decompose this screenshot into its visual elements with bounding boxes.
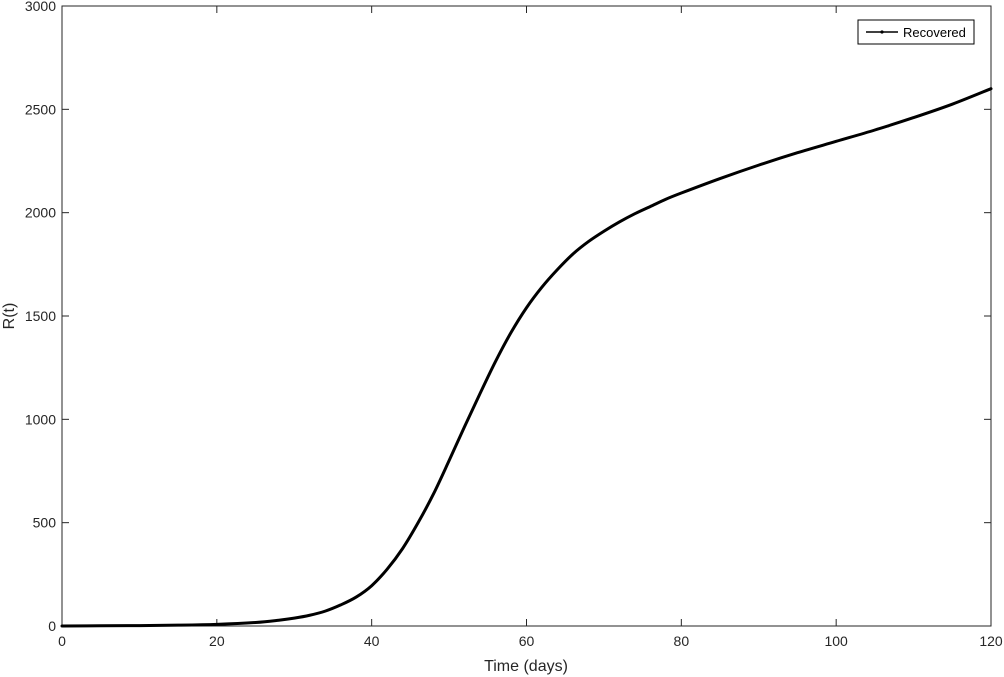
x-tick-label: 20 <box>209 633 225 649</box>
x-tick-label: 40 <box>364 633 380 649</box>
y-tick-label: 1000 <box>25 411 56 427</box>
legend-marker-recovered <box>880 30 884 34</box>
y-tick-label: 500 <box>33 515 57 531</box>
y-tick-label: 0 <box>48 618 56 634</box>
y-tick-label: 1500 <box>25 308 56 324</box>
axis-ticks: 0 20 40 60 80 100 120 0 500 1000 1500 2000 2500 3000 <box>25 0 1003 649</box>
y-tick-label: 2000 <box>25 205 56 221</box>
x-tick-label: 80 <box>674 633 690 649</box>
plot-box <box>61 5 992 627</box>
x-tick-label: 120 <box>979 633 1003 649</box>
y-tick-label: 2500 <box>25 101 56 117</box>
plot-area <box>61 5 992 627</box>
legend-box <box>857 19 975 45</box>
y-tick-label: 3000 <box>25 0 56 14</box>
series-lines <box>60 87 993 628</box>
legend: Recovered <box>857 19 975 45</box>
x-tick-label: 0 <box>58 633 66 649</box>
series-line-recovered <box>60 87 993 628</box>
y-axis-label: R(t) <box>1 303 18 330</box>
x-axis-label: Time (days) <box>484 658 568 675</box>
x-tick-label: 60 <box>519 633 535 649</box>
legend-label-recovered: Recovered <box>903 25 966 40</box>
x-tick-label: 100 <box>824 633 848 649</box>
